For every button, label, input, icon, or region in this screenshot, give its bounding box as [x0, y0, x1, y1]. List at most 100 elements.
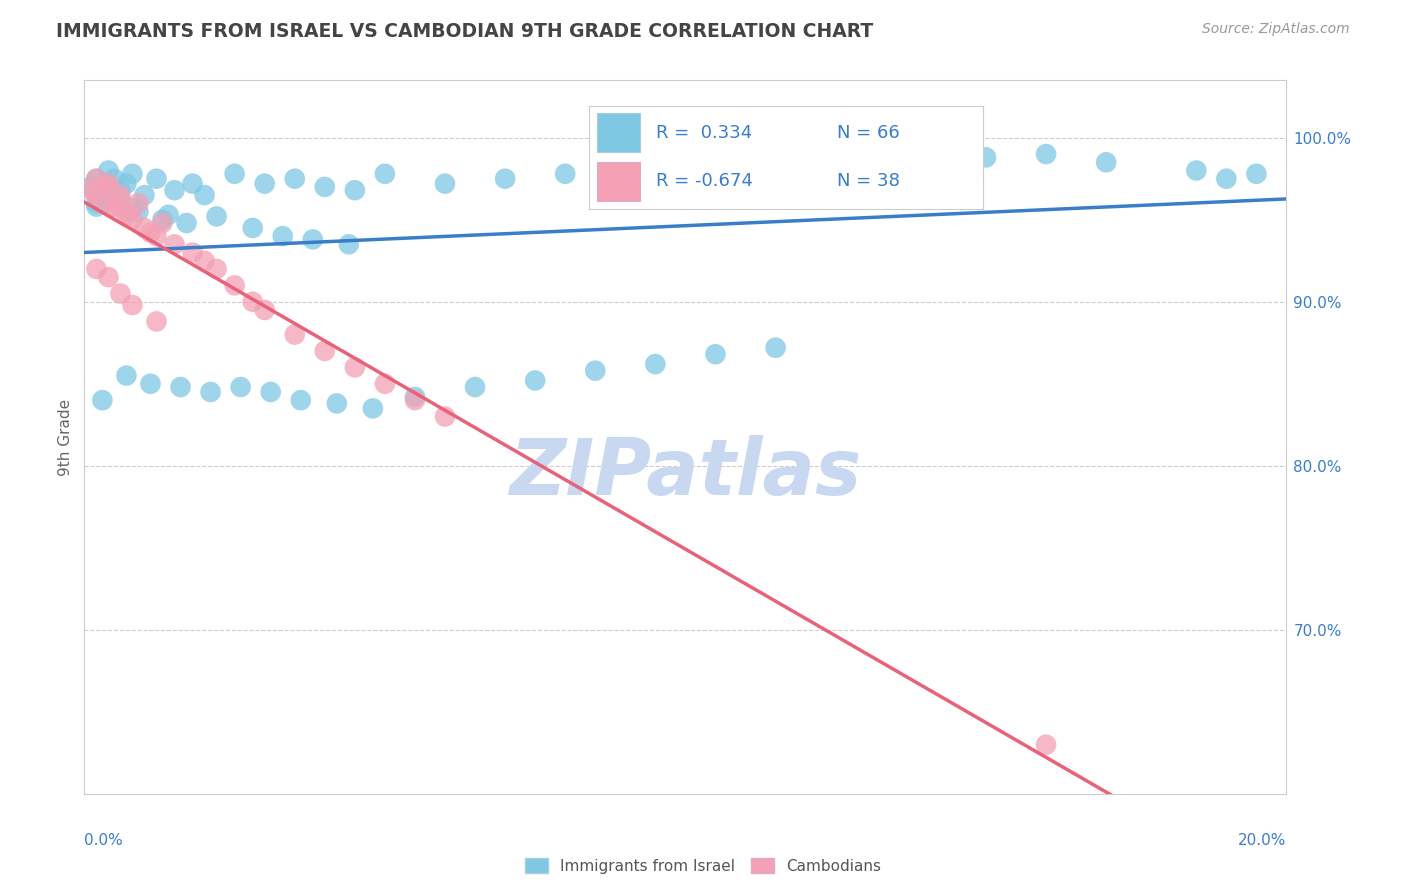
Point	[91, 393, 114, 408]
Point	[145, 171, 167, 186]
Point	[97, 163, 120, 178]
Point	[121, 298, 143, 312]
Point	[343, 360, 366, 375]
Point	[110, 193, 132, 207]
Point	[91, 188, 114, 202]
Point	[134, 221, 156, 235]
Point	[494, 171, 516, 186]
Point	[855, 155, 877, 169]
Point	[115, 204, 138, 219]
Point	[86, 261, 108, 276]
Point	[271, 229, 294, 244]
Point	[103, 200, 125, 214]
Point	[115, 210, 138, 224]
Point	[110, 200, 132, 214]
Point	[260, 384, 283, 399]
FancyBboxPatch shape	[598, 113, 641, 153]
Point	[1246, 167, 1268, 181]
Point	[163, 183, 186, 197]
Point	[121, 212, 143, 227]
Point	[794, 147, 817, 161]
Point	[974, 150, 997, 164]
Point	[103, 200, 125, 214]
Point	[374, 376, 396, 391]
Point	[361, 401, 384, 416]
Point	[205, 210, 228, 224]
Point	[404, 390, 426, 404]
Point	[91, 196, 114, 211]
Point	[157, 208, 180, 222]
Point	[176, 216, 198, 230]
Point	[127, 196, 149, 211]
Point	[97, 270, 120, 285]
Point	[97, 180, 120, 194]
Point	[734, 150, 756, 164]
Point	[86, 171, 108, 186]
Point	[434, 409, 457, 424]
Legend: Immigrants from Israel, Cambodians: Immigrants from Israel, Cambodians	[519, 852, 887, 880]
Point	[79, 183, 101, 197]
Point	[194, 188, 217, 202]
Text: 20.0%: 20.0%	[1239, 833, 1286, 847]
Point	[337, 237, 360, 252]
Point	[145, 229, 167, 244]
Point	[554, 167, 576, 181]
Point	[79, 180, 101, 194]
Point	[253, 177, 276, 191]
Point	[1035, 738, 1057, 752]
Point	[200, 384, 222, 399]
Point	[1185, 163, 1208, 178]
Text: N = 38: N = 38	[838, 172, 900, 190]
Point	[614, 155, 637, 169]
Point	[253, 302, 276, 317]
Point	[110, 286, 132, 301]
Text: ZIPatlas: ZIPatlas	[509, 434, 862, 511]
Point	[1095, 155, 1118, 169]
Point	[110, 188, 132, 202]
Point	[110, 183, 132, 197]
Point	[181, 177, 204, 191]
Text: R =  0.334: R = 0.334	[657, 124, 752, 142]
Point	[314, 343, 336, 358]
Point	[152, 216, 174, 230]
Point	[115, 177, 138, 191]
Point	[194, 253, 217, 268]
Point	[97, 177, 120, 191]
Point	[121, 201, 143, 215]
Point	[242, 294, 264, 309]
Point	[121, 167, 143, 181]
Point	[242, 221, 264, 235]
Point	[284, 327, 307, 342]
Point	[86, 196, 108, 211]
Point	[152, 212, 174, 227]
Text: N = 66: N = 66	[838, 124, 900, 142]
Point	[145, 314, 167, 328]
Point	[163, 237, 186, 252]
Point	[134, 188, 156, 202]
Point	[115, 368, 138, 383]
Point	[205, 261, 228, 276]
Point	[404, 393, 426, 408]
Point	[86, 200, 108, 214]
Point	[765, 341, 787, 355]
Text: Source: ZipAtlas.com: Source: ZipAtlas.com	[1202, 22, 1350, 37]
Point	[103, 191, 125, 205]
Point	[1215, 171, 1237, 186]
Point	[139, 376, 162, 391]
Point	[644, 357, 666, 371]
Point	[224, 278, 246, 293]
Point	[704, 347, 727, 361]
Text: IMMIGRANTS FROM ISRAEL VS CAMBODIAN 9TH GRADE CORRELATION CHART: IMMIGRANTS FROM ISRAEL VS CAMBODIAN 9TH …	[56, 22, 873, 41]
Point	[1035, 147, 1057, 161]
Point	[139, 226, 162, 240]
Point	[675, 160, 697, 174]
Point	[284, 171, 307, 186]
Point	[91, 180, 114, 194]
Point	[97, 193, 120, 207]
Point	[434, 177, 457, 191]
Point	[103, 171, 125, 186]
Point	[86, 188, 108, 202]
Point	[343, 183, 366, 197]
Point	[290, 393, 312, 408]
Y-axis label: 9th Grade: 9th Grade	[58, 399, 73, 475]
